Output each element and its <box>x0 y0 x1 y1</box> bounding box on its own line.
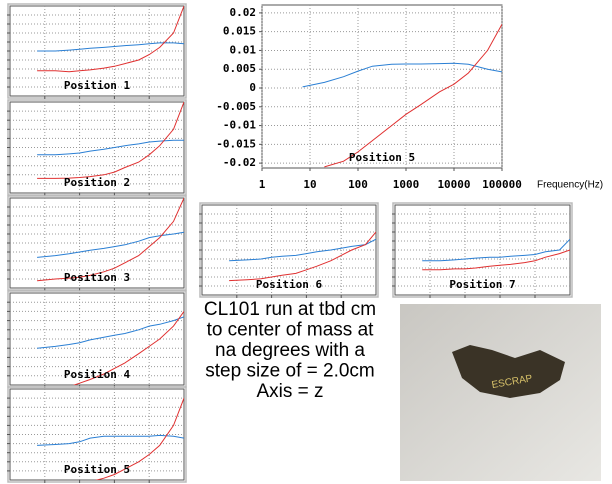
series-line <box>95 397 184 480</box>
chart: Position 6 <box>199 202 379 298</box>
series-line <box>37 42 184 52</box>
chart: Position 3 <box>7 195 187 291</box>
chart-title: Position 7 <box>449 278 515 291</box>
x-tick-label: 10 <box>303 178 316 191</box>
y-tick-label: 0 <box>249 81 256 94</box>
chart: 0.02 0.015 0.01 0.005 0 -0.005 -0.01 -0.015 -0.0… <box>216 4 603 191</box>
chart-title: Position 4 <box>64 368 131 381</box>
series-line <box>37 6 184 73</box>
y-tick-label: 0.02 <box>230 6 257 19</box>
x-tick-label: 1000 <box>393 178 420 191</box>
series-line <box>37 231 184 258</box>
chart: Position 5 <box>7 386 187 483</box>
y-tick-label: 0.005 <box>223 62 256 75</box>
y-tick-label: -0.02 <box>223 156 256 169</box>
x-tick-label: 10000 <box>437 178 470 191</box>
chart: Position 1 <box>7 3 187 99</box>
chart: Position 2 <box>7 99 187 196</box>
y-tick-label: 0.015 <box>223 25 256 38</box>
chart-title: Position 6 <box>256 278 323 291</box>
series-line <box>72 311 184 385</box>
caption-line: na degrees with a <box>215 340 365 361</box>
caption-line: to center of mass at <box>207 320 375 341</box>
plot-frame <box>261 4 503 169</box>
series-line <box>37 198 184 282</box>
caption-line: step size of = 2.0cm <box>205 361 375 382</box>
x-tick-label: 100 <box>348 178 368 191</box>
chart-title: Position 3 <box>64 271 130 284</box>
caption-line: Axis = z <box>256 381 323 402</box>
chart: Position 4 <box>7 290 187 388</box>
series-line <box>229 238 376 262</box>
series-line <box>422 238 570 262</box>
series-line <box>37 139 184 156</box>
chart-title: Position 5 <box>349 151 415 164</box>
y-tick-label: 0.01 <box>230 43 257 56</box>
x-tick-label: 1 <box>259 178 266 191</box>
photo: ESCRAP <box>400 304 601 481</box>
x-axis-label: Frequency(Hz) <box>537 180 603 191</box>
series-line <box>302 62 502 88</box>
series-line <box>37 102 184 179</box>
photo-object <box>452 345 565 398</box>
chart-title: Position 1 <box>64 79 131 92</box>
y-tick-label: -0.005 <box>216 100 256 113</box>
series-line <box>37 434 184 446</box>
chart: Position 7 <box>392 202 573 298</box>
series-line <box>422 249 570 271</box>
x-tick-label: 100000 <box>482 178 522 191</box>
series-line <box>37 316 184 349</box>
series-line <box>324 23 502 168</box>
chart-title: Position 2 <box>64 176 130 189</box>
caption-line: CL101 run at tbd cm <box>204 299 376 320</box>
y-tick-label: -0.01 <box>223 119 256 132</box>
chart-title: Position 5 <box>64 463 130 476</box>
y-tick-label: -0.015 <box>216 137 256 150</box>
series-line <box>229 231 376 282</box>
